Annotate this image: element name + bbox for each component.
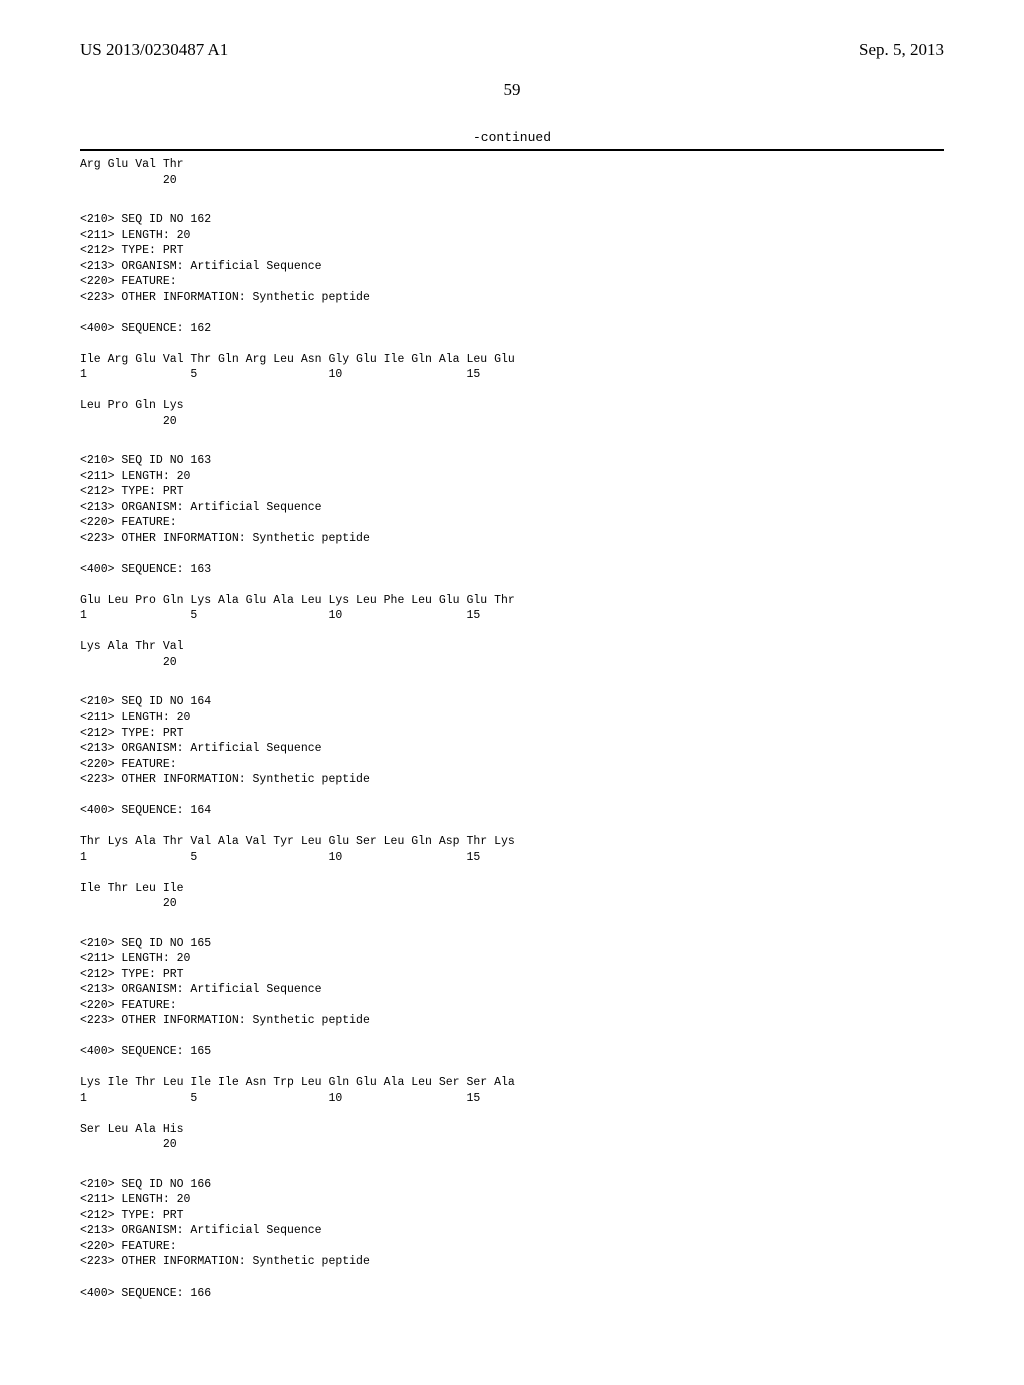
seq-residues-row1: Ile Arg Glu Val Thr Gln Arg Leu Asn Gly … [80, 352, 944, 368]
blank-line [80, 865, 944, 881]
blank-line [80, 336, 944, 352]
seq-header-223: <223> OTHER INFORMATION: Synthetic pepti… [80, 1013, 944, 1029]
seq-header-212: <212> TYPE: PRT [80, 243, 944, 259]
seq-residues-row1: Glu Leu Pro Gln Lys Ala Glu Ala Leu Lys … [80, 593, 944, 609]
blank-line [80, 305, 944, 321]
sequence-block-161-tail: Arg Glu Val Thr 20 [80, 157, 944, 188]
seq-header-220: <220> FEATURE: [80, 757, 944, 773]
seq-header-400: <400> SEQUENCE: 166 [80, 1286, 944, 1302]
seq-positions-row1: 1 5 10 15 [80, 367, 944, 383]
seq-positions-row2: 20 [80, 896, 944, 912]
seq-header-223: <223> OTHER INFORMATION: Synthetic pepti… [80, 531, 944, 547]
blank-line [80, 1106, 944, 1122]
seq-header-211: <211> LENGTH: 20 [80, 710, 944, 726]
seq-header-212: <212> TYPE: PRT [80, 967, 944, 983]
sequence-block-162: <210> SEQ ID NO 162 <211> LENGTH: 20 <21… [80, 212, 944, 429]
seq-header-400: <400> SEQUENCE: 163 [80, 562, 944, 578]
seq-header-212: <212> TYPE: PRT [80, 484, 944, 500]
seq-residues-row2: Lys Ala Thr Val [80, 639, 944, 655]
blank-line [80, 577, 944, 593]
seq-positions-row2: 20 [80, 414, 944, 430]
seq-header-213: <213> ORGANISM: Artificial Sequence [80, 500, 944, 516]
seq-header-213: <213> ORGANISM: Artificial Sequence [80, 741, 944, 757]
blank-line [80, 1060, 944, 1076]
blank-line [80, 546, 944, 562]
seq-header-213: <213> ORGANISM: Artificial Sequence [80, 982, 944, 998]
seq-positions-row2: 20 [80, 1137, 944, 1153]
seq-residues-row2: Ser Leu Ala His [80, 1122, 944, 1138]
seq-residues-row1: Thr Lys Ala Thr Val Ala Val Tyr Leu Glu … [80, 834, 944, 850]
sequence-block-165: <210> SEQ ID NO 165 <211> LENGTH: 20 <21… [80, 936, 944, 1153]
seq-header-210: <210> SEQ ID NO 163 [80, 453, 944, 469]
seq-header-213: <213> ORGANISM: Artificial Sequence [80, 259, 944, 275]
seq-header-212: <212> TYPE: PRT [80, 726, 944, 742]
seq-positions: 20 [80, 173, 944, 189]
seq-header-210: <210> SEQ ID NO 166 [80, 1177, 944, 1193]
sequence-block-164: <210> SEQ ID NO 164 <211> LENGTH: 20 <21… [80, 694, 944, 911]
blank-line [80, 624, 944, 640]
continued-label: -continued [80, 130, 944, 145]
sequence-block-166: <210> SEQ ID NO 166 <211> LENGTH: 20 <21… [80, 1177, 944, 1301]
seq-header-210: <210> SEQ ID NO 162 [80, 212, 944, 228]
seq-header-211: <211> LENGTH: 20 [80, 1192, 944, 1208]
publication-number: US 2013/0230487 A1 [80, 40, 228, 60]
seq-residues-row1: Lys Ile Thr Leu Ile Ile Asn Trp Leu Gln … [80, 1075, 944, 1091]
seq-header-400: <400> SEQUENCE: 165 [80, 1044, 944, 1060]
seq-header-210: <210> SEQ ID NO 165 [80, 936, 944, 952]
seq-header-223: <223> OTHER INFORMATION: Synthetic pepti… [80, 290, 944, 306]
seq-positions-row2: 20 [80, 655, 944, 671]
patent-page: US 2013/0230487 A1 Sep. 5, 2013 59 -cont… [0, 0, 1024, 1385]
separator-rule [80, 149, 944, 151]
blank-line [80, 819, 944, 835]
blank-line [80, 1270, 944, 1286]
seq-header-210: <210> SEQ ID NO 164 [80, 694, 944, 710]
seq-header-212: <212> TYPE: PRT [80, 1208, 944, 1224]
seq-header-211: <211> LENGTH: 20 [80, 228, 944, 244]
seq-header-220: <220> FEATURE: [80, 515, 944, 531]
seq-header-400: <400> SEQUENCE: 164 [80, 803, 944, 819]
seq-header-220: <220> FEATURE: [80, 1239, 944, 1255]
seq-header-223: <223> OTHER INFORMATION: Synthetic pepti… [80, 1254, 944, 1270]
blank-line [80, 1029, 944, 1045]
seq-header-220: <220> FEATURE: [80, 274, 944, 290]
seq-header-223: <223> OTHER INFORMATION: Synthetic pepti… [80, 772, 944, 788]
publication-date: Sep. 5, 2013 [859, 40, 944, 60]
seq-header-211: <211> LENGTH: 20 [80, 469, 944, 485]
seq-residues: Arg Glu Val Thr [80, 157, 944, 173]
seq-header-211: <211> LENGTH: 20 [80, 951, 944, 967]
seq-header-400: <400> SEQUENCE: 162 [80, 321, 944, 337]
blank-line [80, 383, 944, 399]
seq-header-220: <220> FEATURE: [80, 998, 944, 1014]
blank-line [80, 788, 944, 804]
page-header: US 2013/0230487 A1 Sep. 5, 2013 [80, 40, 944, 60]
seq-header-213: <213> ORGANISM: Artificial Sequence [80, 1223, 944, 1239]
seq-residues-row2: Leu Pro Gln Lys [80, 398, 944, 414]
page-number: 59 [80, 80, 944, 100]
seq-positions-row1: 1 5 10 15 [80, 1091, 944, 1107]
seq-residues-row2: Ile Thr Leu Ile [80, 881, 944, 897]
seq-positions-row1: 1 5 10 15 [80, 608, 944, 624]
seq-positions-row1: 1 5 10 15 [80, 850, 944, 866]
sequence-block-163: <210> SEQ ID NO 163 <211> LENGTH: 20 <21… [80, 453, 944, 670]
